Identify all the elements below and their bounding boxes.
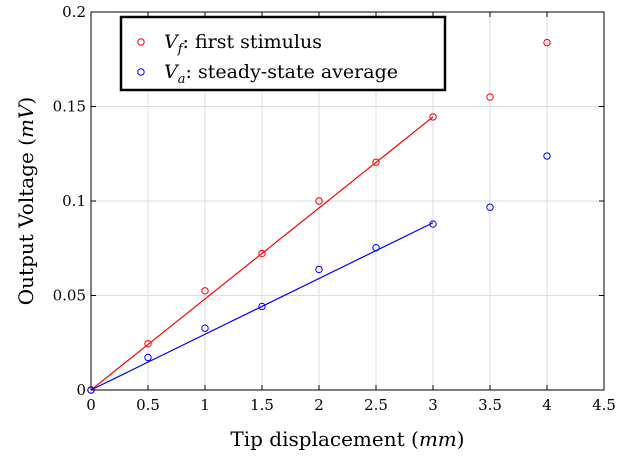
legend-entry-steady-state-average: Va: steady-state average	[164, 61, 398, 87]
x-axis-label-close-paren: )	[457, 427, 465, 451]
legend-subscript-a: a	[178, 72, 186, 87]
data-point-steady-state-average	[315, 265, 323, 274]
x-tick-label: 4.5	[592, 396, 616, 414]
x-axis-label-text: Tip displacement	[230, 427, 404, 451]
data-point-first-stimulus	[201, 287, 209, 295]
data-point-steady-state-average	[258, 302, 266, 311]
legend-colon: :	[186, 61, 198, 83]
x-axis-label: Tip displacement (mm)	[230, 427, 464, 451]
data-point-steady-state-average	[486, 203, 494, 211]
y-axis-label-text: Output Voltage	[14, 152, 38, 305]
x-axis-label-unit: mm	[419, 427, 457, 451]
legend-marker-first-stimulus	[137, 38, 145, 46]
y-tick-label: 0.05	[53, 287, 86, 305]
legend-label-first-stimulus: first stimulus	[195, 31, 322, 53]
data-point-steady-state-average	[429, 220, 437, 228]
data-point-first-stimulus	[144, 339, 152, 348]
data-point-first-stimulus	[372, 158, 380, 166]
legend-box	[119, 15, 447, 92]
x-tick-label: 3.5	[478, 396, 502, 414]
x-tick-label: 3	[428, 396, 438, 414]
data-point-first-stimulus	[486, 93, 494, 101]
data-point-first-stimulus	[258, 249, 266, 258]
y-axis-label-close-paren: )	[14, 97, 38, 105]
data-point-first-stimulus	[543, 38, 551, 47]
x-axis-label-open-paren: (	[411, 427, 419, 451]
legend-symbol-v-a: V	[164, 61, 180, 83]
data-point-first-stimulus	[315, 197, 323, 205]
legend-label-steady-state-average: steady-state average	[198, 61, 398, 83]
y-tick-label: 0.15	[53, 98, 86, 116]
data-point-first-stimulus	[429, 113, 437, 121]
y-tick-label: 0.2	[62, 3, 86, 21]
x-tick-label: 0.5	[136, 396, 160, 414]
y-tick-label: 0.1	[62, 192, 86, 210]
x-tick-label: 1	[200, 396, 210, 414]
data-point-steady-state-average	[372, 243, 380, 252]
legend-symbol-v-f: V	[164, 31, 180, 53]
legend-colon: :	[183, 31, 195, 53]
fit-line-first-stimulus	[90, 116, 434, 391]
data-point-steady-state-average	[201, 324, 209, 332]
ticks: 0 0.5 1 1.5 2 2.5 3 3.5 4 4.5 0 0.05 0.1 0.15 0.2	[53, 3, 616, 414]
y-tick-label: 0	[76, 381, 86, 399]
x-tick-label: 2	[314, 396, 324, 414]
y-axis-label-unit: mV	[14, 102, 38, 138]
legend-subscript-f: f	[177, 42, 185, 57]
legend-marker-steady-state-average	[137, 68, 145, 76]
x-tick-label: 1.5	[250, 396, 274, 414]
data-point-steady-state-average	[543, 152, 551, 160]
x-tick-label: 2.5	[364, 396, 388, 414]
y-axis-label: Output Voltage (mV)	[14, 97, 38, 305]
x-tick-label: 4	[542, 396, 552, 414]
y-axis-label-open-paren: (	[14, 138, 38, 146]
legend: Vf: first stimulus Va: steady-state aver…	[119, 15, 447, 92]
legend-entry-first-stimulus: Vf: first stimulus	[164, 31, 322, 57]
data-point-steady-state-average	[144, 353, 152, 362]
x-tick-label: 0	[86, 396, 96, 414]
